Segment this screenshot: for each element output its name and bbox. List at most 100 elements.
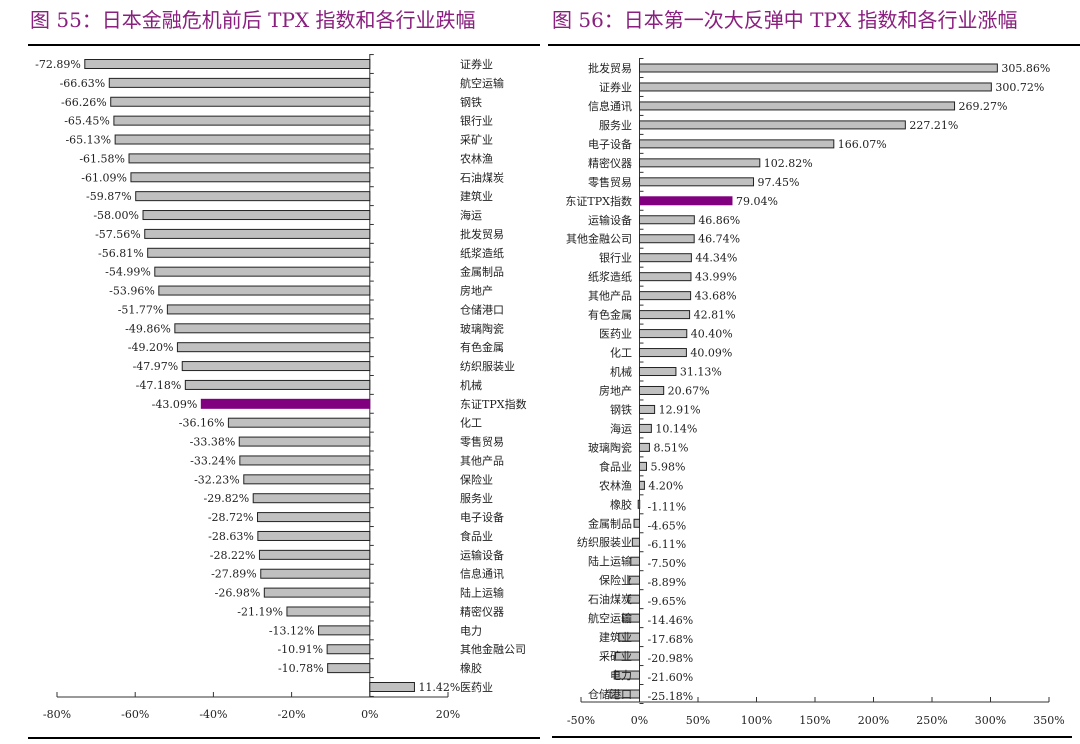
value-label: -14.46%	[648, 614, 694, 627]
category-label: 电子设备	[588, 137, 632, 151]
bar	[639, 367, 677, 377]
category-label: 电力	[460, 624, 482, 637]
value-label: -17.68%	[648, 633, 694, 646]
category-label: 陆上运输	[460, 586, 504, 600]
bar	[144, 228, 371, 239]
value-label: -20.98%	[648, 652, 694, 665]
bar	[639, 63, 998, 73]
category-label: 钢铁	[610, 403, 632, 416]
x-tick-label: -40%	[199, 708, 227, 721]
category-label: 房地产	[599, 383, 632, 397]
category-label: 食品业	[599, 459, 632, 473]
value-label: -72.89%	[35, 58, 81, 71]
chart-title-55: 图 55：日本金融危机前后 TPX 指数和各行业跌幅	[30, 8, 476, 32]
category-label: 银行业	[599, 251, 632, 265]
category-label: 保险业	[460, 472, 493, 486]
value-label: -59.87%	[86, 190, 132, 203]
bar	[630, 556, 640, 566]
category-label: 房地产	[460, 284, 493, 298]
bar	[637, 499, 641, 509]
bar	[110, 96, 371, 107]
bar	[627, 594, 640, 604]
value-label: 300.72%	[995, 81, 1044, 94]
bar	[260, 568, 371, 579]
bar	[135, 191, 371, 202]
x-tick-label: 50%	[686, 714, 710, 727]
value-label: 44.34%	[695, 252, 737, 265]
value-label: 10.14%	[655, 422, 697, 435]
bar	[639, 101, 956, 111]
bar	[257, 512, 371, 523]
category-label: 机械	[610, 365, 632, 379]
bar	[238, 436, 371, 447]
bar	[318, 625, 371, 636]
bar	[639, 480, 645, 490]
value-label: -27.89%	[211, 568, 257, 581]
value-label: -33.24%	[190, 454, 236, 467]
chart-title-56: 图 56：日本第一次大反弹中 TPX 指数和各行业涨幅	[552, 8, 1018, 32]
category-label: 其他产品	[588, 289, 632, 303]
category-label: 纸浆造纸	[460, 246, 504, 260]
bar	[639, 291, 692, 301]
value-label: 46.74%	[698, 233, 740, 246]
value-label: -7.50%	[648, 557, 687, 570]
category-label: 信息通讯	[460, 567, 504, 581]
bar	[639, 310, 691, 320]
value-label: -25.18%	[648, 690, 694, 703]
category-label: 运输设备	[460, 548, 504, 562]
bar	[263, 587, 371, 598]
value-label: 42.81%	[694, 309, 736, 322]
bar	[639, 385, 665, 395]
bar	[326, 644, 371, 655]
x-tick-label: 20%	[436, 708, 460, 721]
value-label: -61.09%	[81, 171, 127, 184]
value-label: 40.40%	[691, 328, 733, 341]
value-label: -28.72%	[208, 511, 254, 524]
value-label: 8.51%	[653, 441, 688, 454]
bar	[243, 474, 371, 485]
bar	[639, 120, 906, 130]
value-label: -65.45%	[64, 115, 110, 128]
value-label: -56.81%	[98, 247, 144, 260]
bar	[258, 549, 371, 560]
value-label: -1.11%	[648, 500, 687, 513]
bar	[639, 177, 755, 187]
value-label: -58.00%	[93, 209, 139, 222]
bar	[633, 518, 641, 528]
x-tick-label: 100%	[741, 714, 772, 727]
value-label: 97.45%	[758, 176, 800, 189]
category-label: 化工	[610, 346, 632, 360]
category-label: 纸浆造纸	[588, 270, 632, 284]
category-label: 其他产品	[460, 453, 504, 467]
bar	[113, 115, 371, 126]
bar	[613, 670, 641, 680]
value-label: 20.67%	[668, 384, 710, 397]
value-label: -33.38%	[190, 436, 236, 449]
category-label: 电子设备	[460, 510, 504, 524]
bar	[639, 423, 652, 433]
bar	[631, 537, 641, 547]
bar	[174, 323, 371, 334]
value-label: -36.16%	[179, 417, 225, 430]
bar	[639, 139, 835, 149]
value-label: 5.98%	[650, 460, 685, 473]
bar	[166, 304, 371, 315]
bar	[639, 234, 695, 244]
bar	[142, 210, 371, 221]
x-tick-label: -50%	[567, 714, 595, 727]
category-label: 零售贸易	[460, 435, 504, 449]
category-label: 东证TPX指数	[460, 397, 527, 411]
category-label: 证券业	[460, 57, 493, 71]
category-label: 其他金融公司	[460, 642, 526, 656]
x-tick-label: -80%	[43, 708, 71, 721]
category-label: 服务业	[460, 492, 493, 505]
value-label: -49.86%	[125, 322, 171, 335]
category-label: 陆上运输	[588, 554, 632, 568]
x-tick-label: 300%	[975, 714, 1006, 727]
bar	[639, 329, 688, 339]
bar	[609, 689, 641, 699]
category-label: 医药业	[460, 681, 493, 694]
value-label: -9.65%	[648, 595, 687, 608]
category-label: 有色金属	[460, 340, 504, 354]
bar	[158, 285, 371, 296]
